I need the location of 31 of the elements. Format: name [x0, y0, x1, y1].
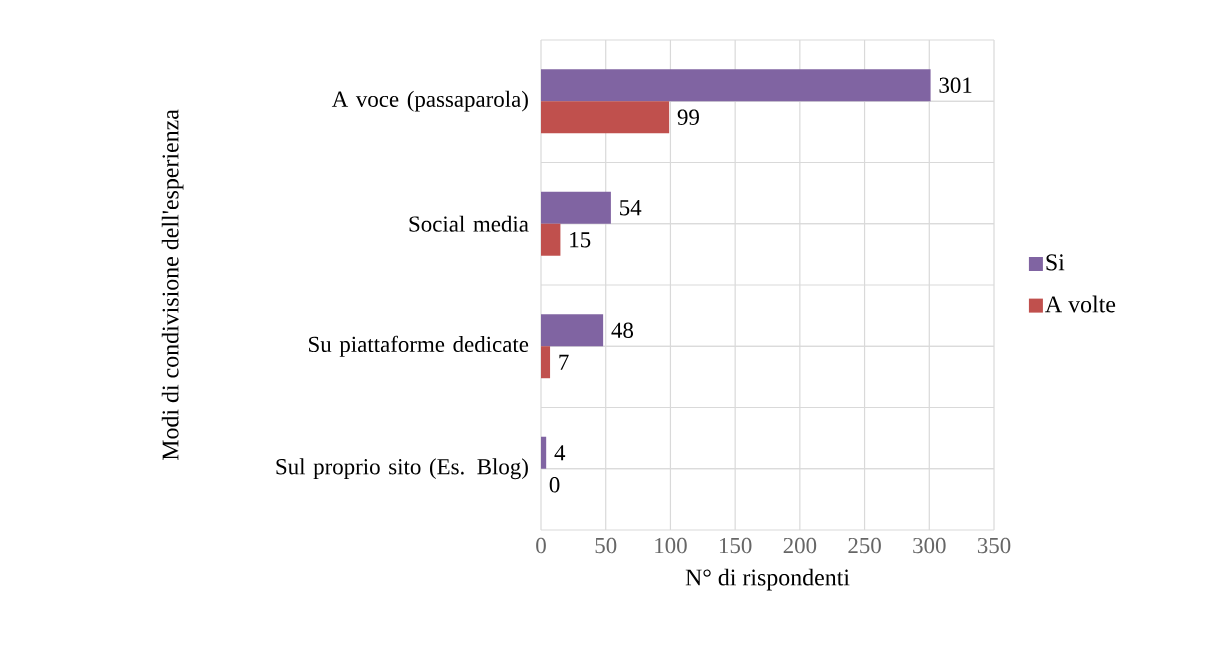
data-label: 48	[611, 322, 634, 338]
x-tick-label: 200	[783, 537, 817, 554]
data-label: 0	[549, 476, 560, 493]
y-axis-title: Modi di condivisione dell'esperienza	[161, 109, 184, 461]
legend-label: A volte	[1045, 295, 1116, 313]
data-label: 54	[620, 200, 642, 216]
y-tick-label: Su piattaforme dedicate	[309, 335, 529, 357]
bar	[541, 346, 551, 379]
bar	[541, 101, 670, 134]
y-tick-label: A voce (passaparola)	[331, 90, 528, 112]
x-tick-label: 300	[913, 537, 946, 554]
legend-label: Si	[1046, 254, 1065, 271]
data-label: 15	[570, 232, 591, 248]
bar	[541, 436, 547, 469]
x-axis-title: N° di rispondenti	[685, 568, 850, 591]
x-tick-label: 150	[719, 537, 752, 554]
bar	[541, 69, 931, 102]
x-tick-label: 50	[595, 537, 617, 554]
x-tick-label: 0	[536, 537, 546, 554]
y-tick-label: Social media	[409, 215, 529, 232]
bar	[541, 223, 561, 256]
bar	[541, 314, 604, 347]
data-label: 4	[554, 445, 566, 461]
x-tick-label: 250	[848, 537, 881, 554]
y-tick-label: Sul proprio sito (Es. Blog)	[276, 458, 528, 480]
data-label: 99	[677, 109, 699, 125]
data-label: 301	[939, 77, 972, 93]
data-label: 7	[559, 354, 569, 370]
bar	[541, 191, 611, 224]
x-tick-label: 350	[977, 537, 1011, 554]
x-tick-label: 100	[655, 537, 687, 554]
